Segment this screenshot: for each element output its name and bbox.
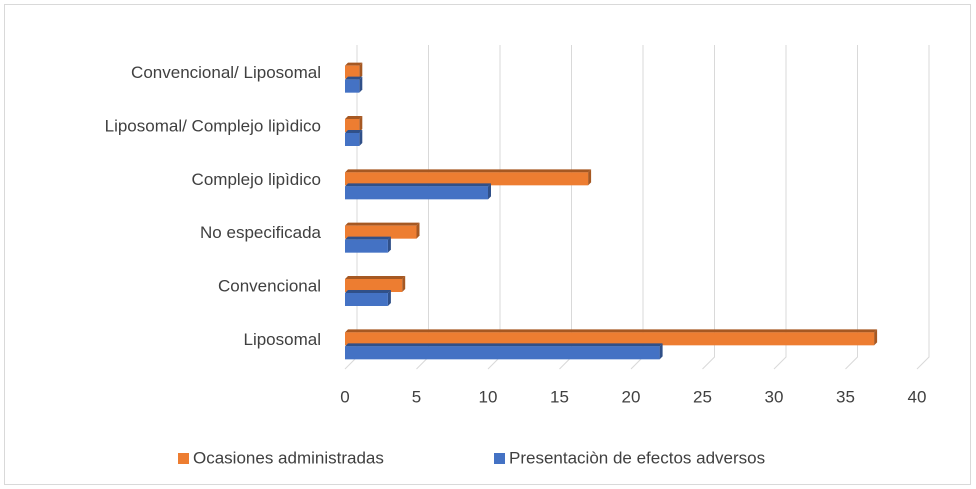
bar-top [345, 116, 363, 119]
bar-side [387, 290, 391, 306]
bar-top [345, 222, 420, 226]
bar [345, 279, 403, 292]
x-tick-label: 15 [550, 387, 569, 406]
bar [345, 346, 660, 360]
bar-top [345, 76, 363, 80]
x-tick-label: 5 [412, 387, 421, 406]
bar-side [488, 183, 491, 200]
y-tick-label: Liposomal [244, 330, 322, 349]
bar [345, 79, 360, 93]
bar-top [345, 343, 663, 347]
x-tick-label: 40 [908, 387, 927, 406]
bar-top [345, 329, 878, 333]
bar-top [345, 169, 592, 173]
bar-side [874, 329, 878, 346]
legend-swatch [494, 453, 505, 464]
bar-side [659, 343, 663, 360]
x-tick-label: 20 [622, 387, 641, 406]
bar [345, 225, 417, 239]
bar-top [345, 290, 391, 293]
x-tick-label: 25 [693, 387, 712, 406]
x-tick-label: 10 [479, 387, 498, 406]
bar-side [359, 76, 363, 93]
y-tick-label: Liposomal/ Complejo lipìdico [105, 116, 321, 135]
bar-top [345, 276, 406, 279]
bar-top [345, 62, 363, 66]
bar [345, 133, 360, 146]
bar-top [345, 236, 391, 240]
legend-label: Ocasiones administradas [193, 448, 384, 467]
bar-side [359, 130, 363, 146]
grid-line [702, 45, 715, 370]
legend-label: Presentaciòn de efectos adversos [509, 448, 765, 467]
y-tick-label: Convencional/ Liposomal [131, 63, 321, 82]
grid-line [845, 45, 858, 370]
bar [345, 65, 360, 79]
y-tick-label: Complejo lipìdico [192, 170, 321, 189]
bar-side [359, 116, 363, 132]
bar-side [416, 222, 420, 239]
bar [345, 186, 488, 200]
grid-line [916, 45, 930, 370]
bar [345, 293, 388, 306]
bar-side [402, 276, 406, 292]
y-tick-label: No especificada [200, 223, 322, 242]
bar-side [588, 169, 592, 186]
grid-line [773, 45, 787, 370]
bar-top [345, 183, 491, 187]
bar [345, 119, 360, 132]
x-tick-label: 35 [836, 387, 855, 406]
bar-side [387, 236, 391, 253]
x-tick-label: 0 [340, 387, 349, 406]
x-tick-label: 30 [765, 387, 784, 406]
bar [345, 332, 875, 346]
legend-swatch [178, 453, 189, 464]
y-tick-label: Convencional [218, 276, 321, 295]
bar [345, 239, 388, 253]
bar [345, 172, 589, 186]
chart-border [4, 4, 971, 485]
bar-side [359, 62, 363, 79]
bar-top [345, 130, 363, 133]
